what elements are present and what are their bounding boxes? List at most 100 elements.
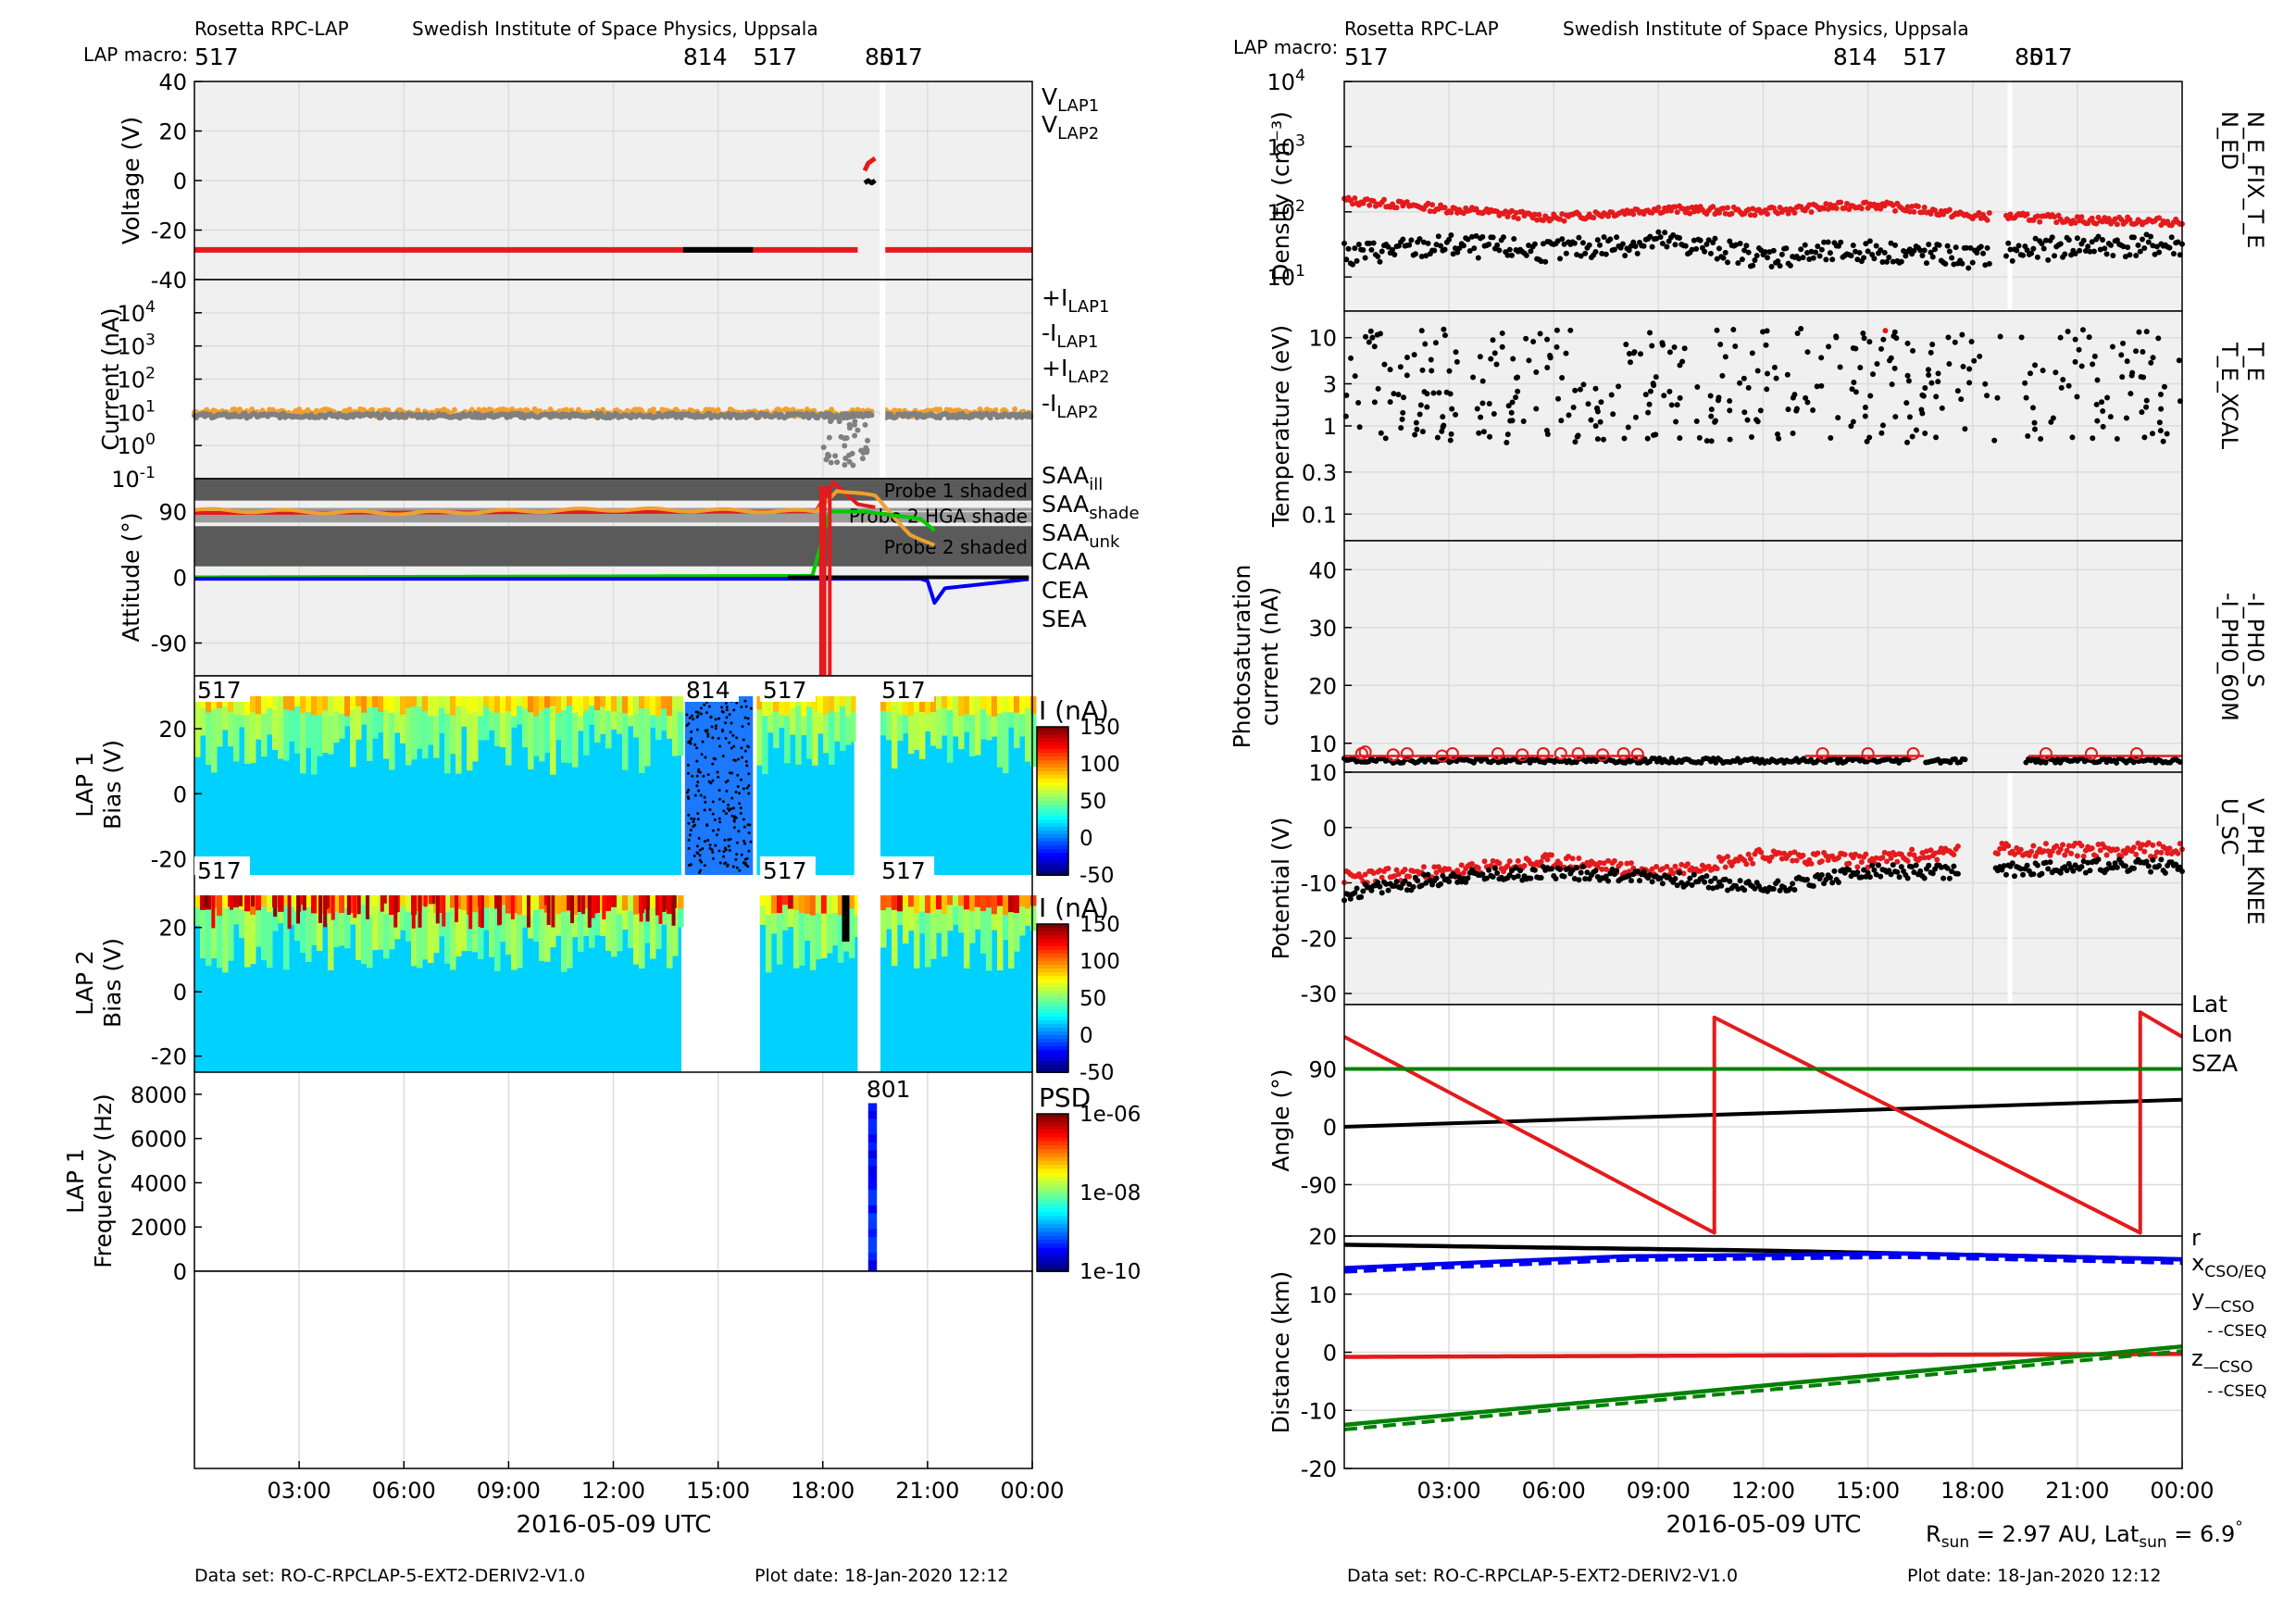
density-point — [1632, 244, 1639, 250]
temperature-point — [1954, 388, 1961, 394]
lap2_bias-cell — [831, 895, 839, 946]
lap2_bias-cell — [561, 895, 568, 972]
density-point — [2153, 244, 2160, 250]
left-xtick-label: 03:00 — [268, 1478, 331, 1504]
potential-point — [1790, 881, 1796, 887]
lap2_bias-cell — [815, 895, 822, 914]
lap1_freq-ytick-label: 6000 — [131, 1127, 187, 1153]
lap2_bias-cbar-border — [1036, 923, 1069, 1073]
potential-point — [1863, 851, 1869, 857]
potential-point — [1402, 867, 1408, 873]
current-scatter-point — [826, 434, 832, 441]
density-point — [1716, 245, 1722, 252]
density-point — [1725, 259, 1731, 266]
potential-point — [1720, 856, 1727, 862]
temperature-point — [2065, 382, 2072, 389]
lap1_bias-cell — [450, 696, 456, 716]
density-point — [1825, 206, 1831, 212]
lap1_freq-cell — [867, 1118, 878, 1128]
lap1_bias-cell — [361, 696, 368, 713]
lap1_bias-dot — [724, 701, 728, 705]
temperature-point — [1982, 381, 1989, 387]
density-point — [2051, 253, 2057, 259]
lap2_bias-cell — [367, 895, 373, 916]
lap2_bias-cell — [655, 895, 662, 950]
density-point — [2100, 237, 2106, 244]
density-point — [1597, 242, 1603, 248]
temperature-point — [1371, 399, 1378, 406]
potential-point — [2065, 843, 2072, 849]
density-point — [2105, 216, 2112, 222]
lap2_bias-cell — [924, 895, 931, 914]
lap2_bias-cell — [678, 895, 684, 909]
lap1_bias-cell — [228, 696, 234, 713]
temperature-point — [1851, 380, 1857, 386]
lap2_bias-cell — [804, 895, 811, 914]
temperature-point — [2100, 423, 2106, 430]
lap2_bias-cell — [356, 895, 362, 960]
potential-point — [1940, 849, 1947, 856]
potential-point — [1420, 864, 1427, 870]
density-point — [2168, 234, 2175, 241]
lap1_bias-macro-box — [759, 676, 816, 702]
density-point — [1622, 253, 1628, 259]
potential-point — [1919, 850, 1926, 856]
potential-point — [1853, 851, 1859, 857]
current-scatter-point — [862, 421, 868, 428]
density-point — [2112, 216, 2118, 222]
density-point — [1614, 234, 1620, 241]
potential-point — [1727, 878, 1733, 884]
lap1_bias-dot — [692, 718, 695, 721]
temperature-point — [1903, 400, 1910, 406]
lap1_bias-dot — [686, 763, 690, 767]
density-point — [1903, 253, 1909, 259]
lap1_bias-cell — [935, 696, 942, 710]
density-point — [2114, 237, 2120, 244]
density-point — [1959, 260, 1965, 267]
lap1_bias-dot — [703, 864, 706, 868]
lap1_bias-cbar-cell — [1037, 823, 1068, 828]
lap1_bias-macro-label: 517 — [881, 677, 926, 704]
density-point — [2145, 239, 2152, 245]
photosat-ylabel: current (nA) — [1256, 587, 1283, 727]
density-point — [1873, 243, 1879, 249]
temperature-point — [1474, 406, 1480, 412]
density-point — [1408, 237, 1415, 244]
potential-point — [1624, 860, 1630, 867]
potential-point — [1917, 868, 1924, 874]
lap1_bias-dot — [743, 857, 747, 861]
temperature-point — [1727, 407, 1733, 414]
lap1_bias-cell — [394, 696, 401, 712]
lap1_bias-dot — [687, 788, 691, 792]
potential-point — [2112, 860, 2118, 867]
potential-point — [2060, 842, 2066, 848]
current-scatter-point — [832, 453, 839, 459]
potential-point — [1954, 843, 1961, 849]
temperature-point — [1646, 401, 1653, 407]
temperature-point — [1804, 349, 1811, 356]
density-point — [1777, 263, 1783, 269]
potential-point — [1831, 868, 1838, 874]
lap1_bias-dot — [721, 755, 725, 758]
lap1_bias-dot — [735, 866, 739, 869]
current-scatter-point — [850, 462, 856, 468]
lap2_bias-hot — [382, 895, 387, 904]
temperature-point — [2157, 428, 2164, 434]
potential-point — [1750, 860, 1756, 867]
lap1_bias-dot — [711, 736, 715, 740]
potential-point — [2062, 852, 2068, 858]
potential-point — [1362, 871, 1368, 878]
right-xtick-label: 12:00 — [1731, 1478, 1795, 1504]
lap1_bias-dot — [686, 791, 690, 794]
lap2_bias-cell — [1024, 895, 1031, 909]
lap1_bias-cell — [389, 696, 395, 713]
photosat-ytick-label: 10 — [1308, 731, 1337, 757]
angle-ytick-label: 90 — [1308, 1056, 1337, 1082]
lap1_bias-cell — [817, 696, 824, 734]
lap1_bias-dot — [730, 796, 734, 800]
temperature-point — [1537, 331, 1543, 337]
photosat-marker — [1616, 747, 1630, 760]
current-scatter-point — [855, 413, 862, 419]
lap1_bias-cell — [1024, 696, 1031, 708]
